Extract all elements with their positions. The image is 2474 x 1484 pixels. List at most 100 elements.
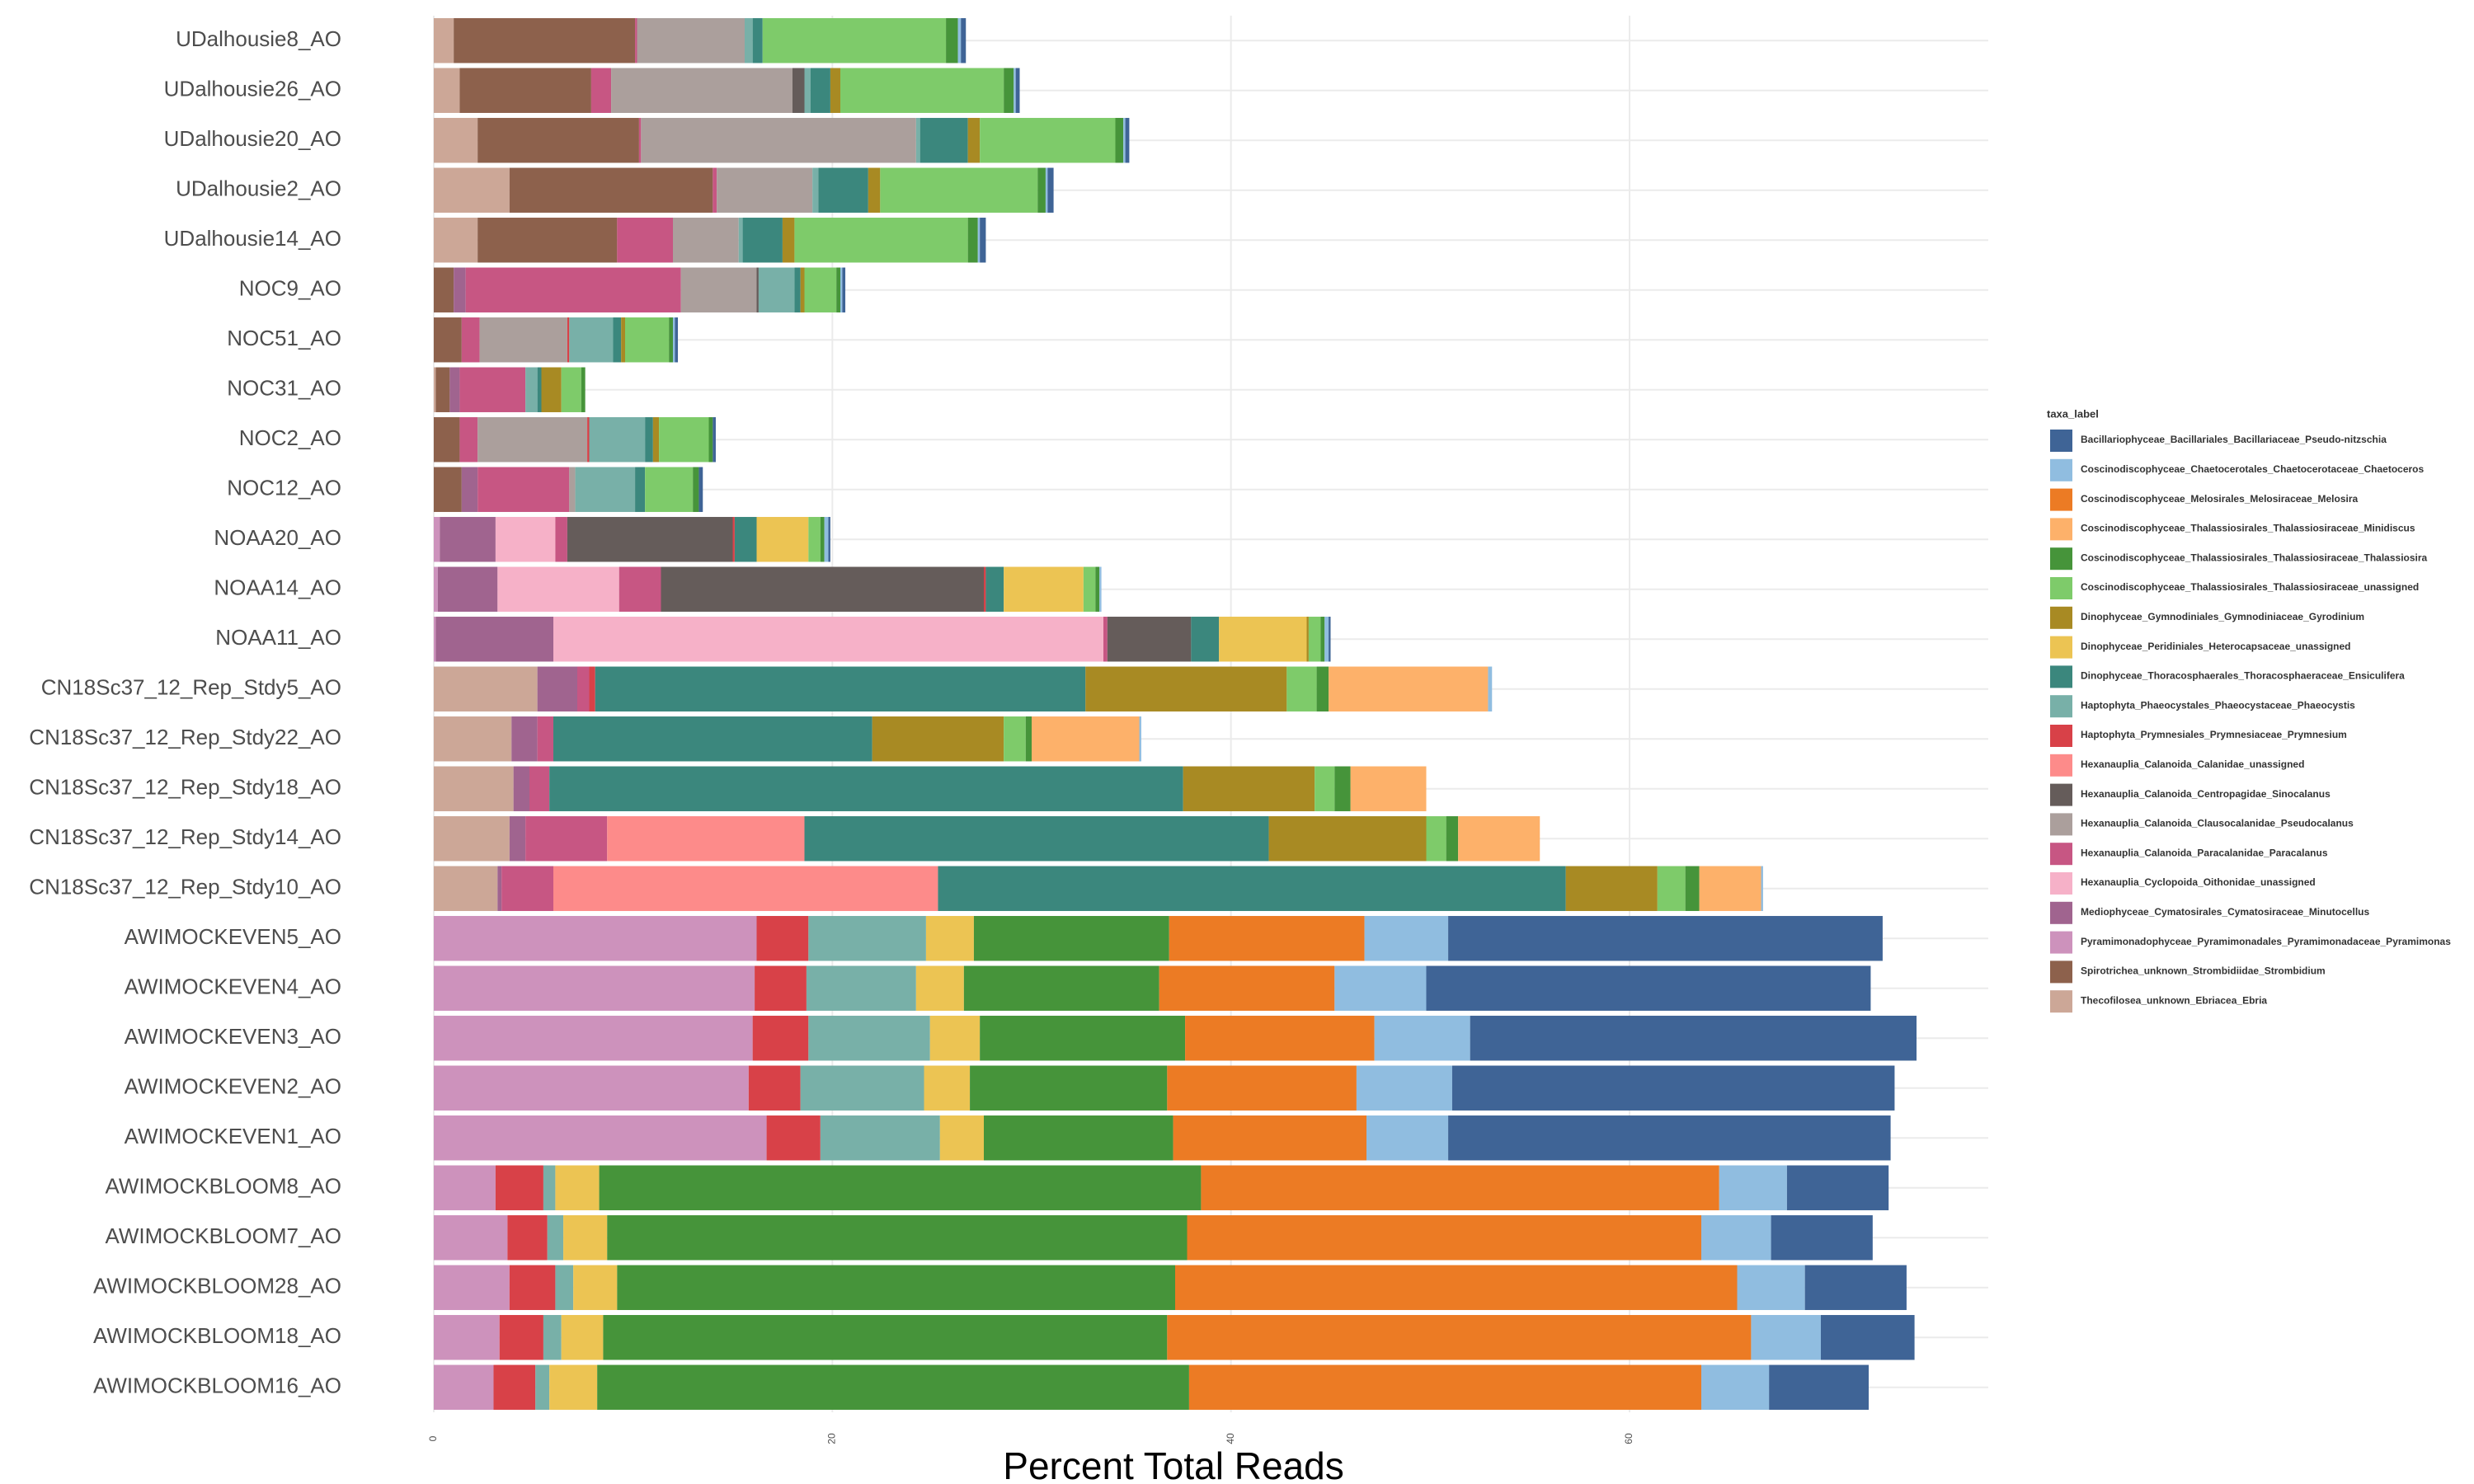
bar-segment <box>465 267 681 312</box>
bar-segment <box>1103 617 1108 662</box>
bar-segment <box>525 816 608 862</box>
bar-segment <box>1045 167 1048 213</box>
bar-segment <box>840 68 1004 113</box>
bar-segment <box>980 118 1116 163</box>
bar-segment <box>555 1165 600 1210</box>
bar-segment <box>493 1364 536 1410</box>
bar-segment <box>804 267 837 312</box>
bar-segment <box>1047 167 1054 213</box>
bar-segment <box>1448 1115 1891 1161</box>
legend-label: Dinophyceae_Thoracosphaerales_Thoracosph… <box>2081 670 2405 682</box>
bar-segment <box>1761 866 1763 911</box>
legend-label: Coscinodiscophyceae_Melosirales_Melosira… <box>2081 493 2358 505</box>
bar-segment <box>1699 866 1761 911</box>
bar-segment <box>563 1215 608 1261</box>
bar-segment <box>738 218 743 263</box>
bar-segment <box>549 1364 598 1410</box>
bar-segment <box>812 167 819 213</box>
bar-segment <box>561 1315 604 1360</box>
bar-segment <box>434 1215 508 1261</box>
bar-segment <box>595 666 1086 711</box>
legend-label: Bacillariophyceae_Bacillariales_Bacillar… <box>2081 434 2387 445</box>
y-tick-label: AWIMOCKBLOOM18_AO <box>93 1323 341 1348</box>
bar-segment <box>793 68 805 113</box>
bar-segment <box>808 517 821 562</box>
legend-label: Spirotrichea_unknown_Strombidiidae_Strom… <box>2081 965 2326 977</box>
bar-segment <box>963 965 1159 1011</box>
bar-segment <box>929 1016 981 1061</box>
bar-segment <box>1175 1265 1738 1310</box>
bar-segment <box>836 267 840 312</box>
bar-segment <box>1025 716 1032 762</box>
bar-segment <box>1334 965 1427 1011</box>
bar-segment <box>880 167 1038 213</box>
bar-segment <box>1324 617 1329 662</box>
y-tick-label: AWIMOCKEVEN2_AO <box>125 1074 341 1099</box>
bar-segment <box>1015 68 1020 113</box>
bar-segment <box>713 417 716 463</box>
bar-segment <box>973 916 1169 961</box>
bar-segment <box>808 916 926 961</box>
legend-swatch <box>2050 901 2072 924</box>
bar-segment <box>434 1065 749 1111</box>
bar-segment <box>645 417 653 463</box>
bar-segment <box>669 317 673 363</box>
legend-swatch <box>2050 458 2072 481</box>
bar-segment <box>1565 866 1658 911</box>
bar-segment <box>830 68 840 113</box>
bar-segment <box>549 766 1183 811</box>
bar-segment <box>1329 666 1489 711</box>
legend-label: Haptophyta_Phaeocystales_Phaeocystaceae_… <box>2081 699 2355 711</box>
bar-segment <box>1268 816 1427 862</box>
x-tick-label: 40 <box>1225 1433 1236 1444</box>
bar-segment <box>513 766 529 811</box>
legend-label: Hexanauplia_Calanoida_Calanidae_unassign… <box>2081 758 2304 770</box>
bar-segment <box>434 467 462 512</box>
bar-segment <box>495 1165 543 1210</box>
bar-segment <box>1488 666 1493 711</box>
bar-segment <box>613 317 622 363</box>
bar-segment <box>434 1265 510 1310</box>
bar-segment <box>1095 566 1100 612</box>
bar-segment <box>782 218 795 263</box>
bar-segment <box>434 965 755 1011</box>
bar-segment <box>561 367 581 412</box>
bar-segment <box>611 68 793 113</box>
bar-segment <box>477 417 588 463</box>
bar-segment <box>437 566 498 612</box>
bar-segment <box>980 218 986 263</box>
bar-segment <box>553 716 872 762</box>
y-tick-label: NOC2_AO <box>239 425 341 450</box>
bar-segment <box>818 167 868 213</box>
bar-segment <box>435 617 553 662</box>
bar-segment <box>495 517 556 562</box>
bar-segment <box>1350 766 1427 811</box>
bar-segment <box>461 317 480 363</box>
bar-segment <box>434 517 440 562</box>
bar-segment <box>434 566 438 612</box>
bar-segment <box>555 517 567 562</box>
bar-segment <box>1701 1364 1770 1410</box>
legend-label: Dinophyceae_Peridiniales_Heterocapsaceae… <box>2081 641 2351 652</box>
bar-segment <box>1751 1315 1821 1360</box>
bar-segment <box>713 167 717 213</box>
bar-segment <box>1470 1016 1917 1061</box>
bar-segment <box>567 517 733 562</box>
bar-segment <box>434 367 436 412</box>
bar-segment <box>645 467 694 512</box>
y-tick-label: CN18Sc37_12_Rep_Stdy5_AO <box>41 675 341 700</box>
legend-swatch <box>2050 990 2072 1013</box>
bar-segment <box>752 18 763 63</box>
bar-segment <box>820 517 825 562</box>
legend-label: Haptophyta_Prymnesiales_Prymnesiaceae_Pr… <box>2081 729 2347 740</box>
bar-segment <box>1786 1165 1889 1210</box>
bar-segment <box>762 18 947 63</box>
bar-segment <box>555 1265 574 1310</box>
bar-segment <box>434 267 454 312</box>
bar-segment <box>573 1265 618 1310</box>
y-tick-label: UDalhousie8_AO <box>176 26 341 51</box>
bar-segment <box>1125 118 1130 163</box>
y-tick-label: CN18Sc37_12_Rep_Stdy14_AO <box>29 824 341 849</box>
bar-segment <box>1448 916 1883 961</box>
